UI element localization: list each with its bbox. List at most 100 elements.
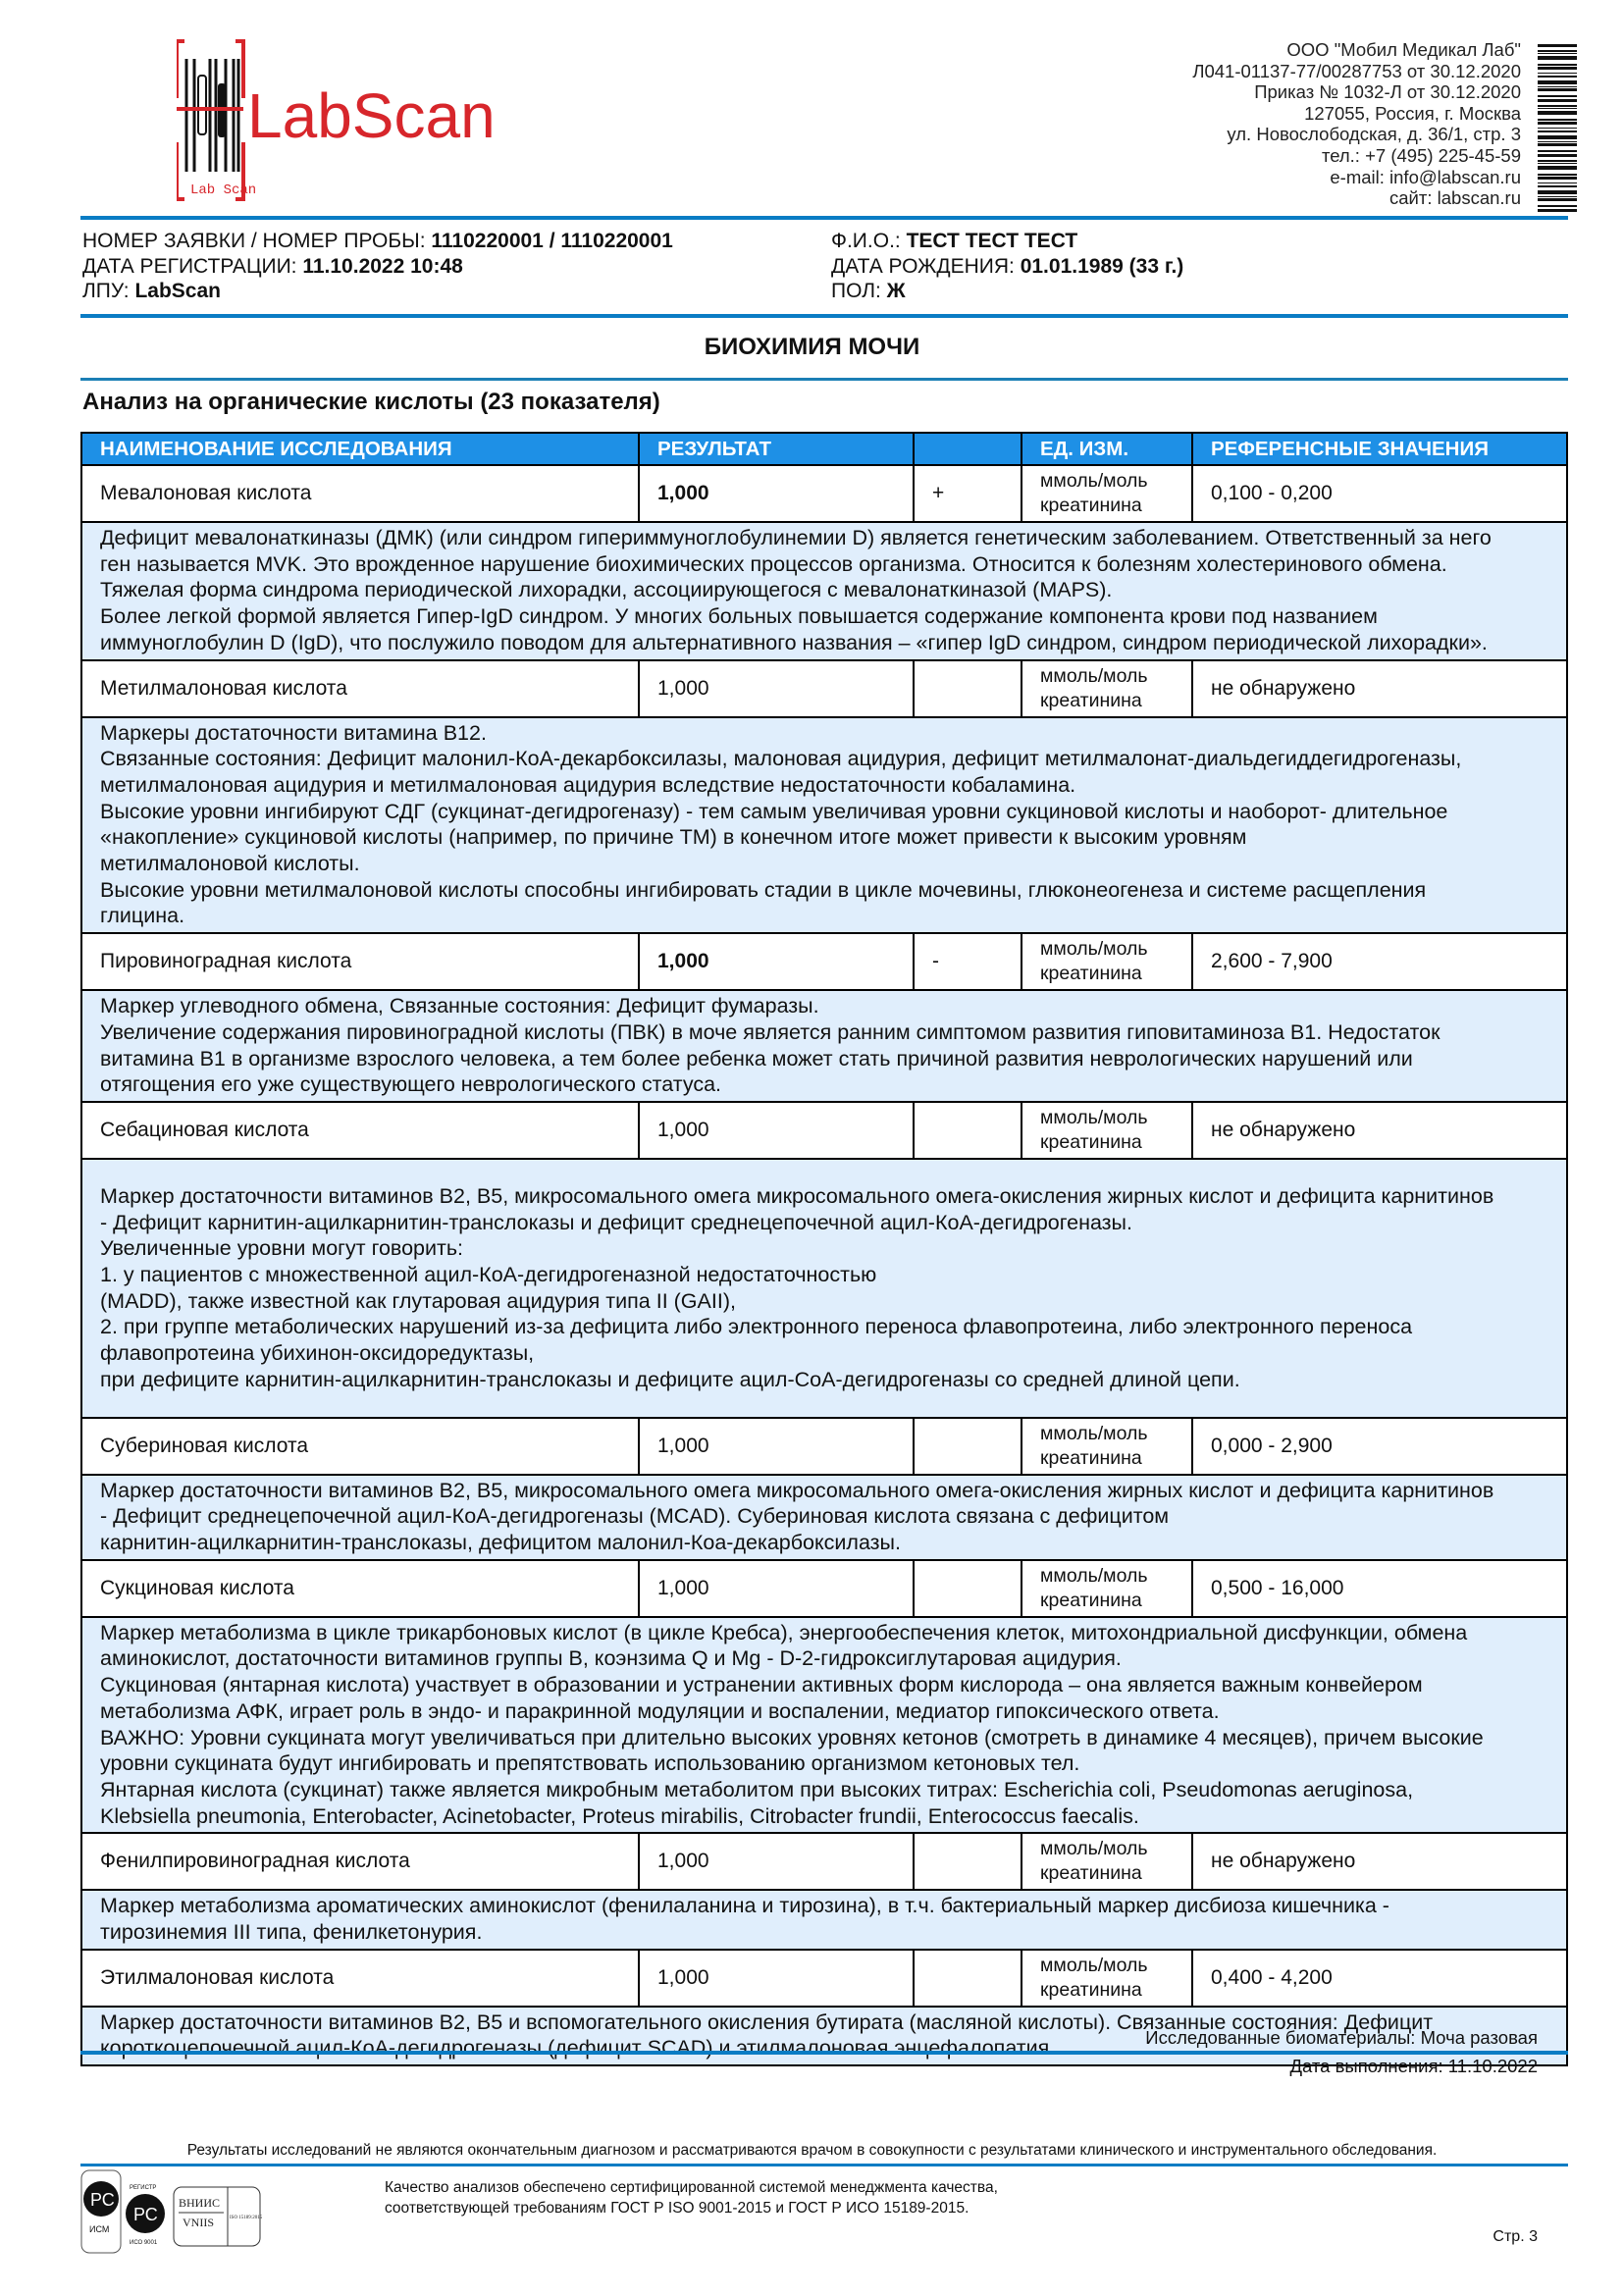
description-row: Маркер достаточности витаминов В2, В5 и … <box>80 2005 1568 2067</box>
table-row: Метилмалоновая кислота 1,000 ммоль/моль кре… <box>80 658 1568 718</box>
lpu: ЛПУ: LabScan <box>82 280 221 302</box>
reference-range: не обнаружено <box>1191 1100 1568 1160</box>
test-description: Маркер метаболизма ароматических аминоки… <box>80 1889 1568 1951</box>
test-name: Этилмалоновая кислота <box>80 1948 640 2008</box>
results-table: НАИМЕНОВАНИЕ ИССЛЕДОВАНИЯ РЕЗУЛЬТАТ ЕД. … <box>80 432 1568 2067</box>
table-row: Себациновая кислота 1,000 ммоль/моль креати… <box>80 1100 1568 1160</box>
table-row: Фенилпировиноградная кислота 1,000 ммоль/м… <box>80 1832 1568 1892</box>
test-unit: ммоль/моль креатинина <box>1021 1558 1193 1618</box>
org-license: Л041-01137-77/00287753 от 30.12.2020 <box>1192 60 1521 81</box>
section-title: БИОХИМИЯ МОЧИ <box>704 334 920 360</box>
labscan-logo: Lab Scan LabScan <box>177 39 496 201</box>
test-description: Маркер достаточности витаминов В2, В5, м… <box>80 1473 1568 1561</box>
quality-line: Качество анализов обеспечено сертифициро… <box>385 2179 998 2196</box>
divider <box>80 2051 1568 2055</box>
patient-info: Ф.И.О.: ТЕСТ ТЕСТ ТЕСТ ДАТА РОЖДЕНИЯ: 01… <box>831 229 1183 304</box>
test-result: 1,000 <box>638 1832 915 1892</box>
divider <box>80 216 1568 220</box>
test-result: 1,000 <box>638 464 915 523</box>
test-name: Пировиноградная кислота <box>80 932 640 992</box>
divider <box>80 378 1568 381</box>
disclaimer: Результаты исследований не являются окон… <box>186 2142 1438 2159</box>
org-address: ул. Новослободская, д. 36/1, стр. 3 <box>1227 124 1521 145</box>
reference-range: 0,500 - 16,000 <box>1191 1558 1568 1618</box>
test-name: Фенилпировиноградная кислота <box>80 1832 640 1892</box>
test-unit: ммоль/моль креатинина <box>1021 932 1193 992</box>
table-row: Пировиноградная кислота 1,000- ммоль/моль к… <box>80 932 1568 992</box>
test-unit: ммоль/моль креатинина <box>1021 1832 1193 1892</box>
test-result: 1,000 <box>638 1100 915 1160</box>
result-flag: + <box>913 464 1022 523</box>
result-flag: - <box>913 932 1022 992</box>
test-description: Маркер достаточности витаминов В2, В5, м… <box>80 1157 1568 1419</box>
svg-text:ИСМ: ИСМ <box>89 2224 109 2234</box>
org-info: ООО "Мобил Медикал Лаб" Л041-01137-77/00… <box>1192 39 1521 209</box>
panel-title: Анализ на органические кислоты (23 показ… <box>82 389 660 415</box>
test-result: 1,000 <box>638 658 915 718</box>
test-description: Маркеры достаточности витамина В12. Связ… <box>80 715 1568 935</box>
description-row: Маркер достаточности витаминов В2, В5, м… <box>80 1157 1568 1419</box>
test-name: Сукциновая кислота <box>80 1558 640 1618</box>
org-phone: тел.: +7 (495) 225-45-59 <box>1321 144 1521 166</box>
reference-range: не обнаружено <box>1191 658 1568 718</box>
test-description: Маркер метаболизма в цикле трикарбоновых… <box>80 1615 1568 1835</box>
test-unit: ммоль/моль креатинина <box>1021 1416 1193 1476</box>
svg-text:РС: РС <box>133 2205 158 2224</box>
rst-ism-icon: РС ИСМ <box>80 2169 122 2254</box>
test-name: Метилмалоновая кислота <box>80 658 640 718</box>
org-order: Приказ № 1032-Л от 30.12.2020 <box>1254 81 1521 103</box>
certification-logos: РС ИСМ РС РЕГИСТР ИСО 9001 ВНИИС VNIIS I… <box>80 2169 263 2254</box>
org-email: e-mail: info@labscan.ru <box>1330 166 1521 187</box>
description-row: Маркер углеводного обмена, Связанные сос… <box>80 989 1568 1103</box>
test-unit: ммоль/моль креатинина <box>1021 658 1193 718</box>
table-row: Субериновая кислота 1,000 ммоль/моль креати… <box>80 1416 1568 1476</box>
test-description: Маркер углеводного обмена, Связанные сос… <box>80 989 1568 1103</box>
order-info: НОМЕР ЗАЯВКИ / НОМЕР ПРОБЫ: 1110220001 /… <box>82 229 673 304</box>
org-city: 127055, Россия, г. Москва <box>1304 102 1521 124</box>
divider <box>80 314 1568 318</box>
svg-text:VNIIS: VNIIS <box>183 2216 214 2229</box>
col-name: НАИМЕНОВАНИЕ ИССЛЕДОВАНИЯ <box>80 432 640 466</box>
reference-range: 0,400 - 4,200 <box>1191 1948 1568 2008</box>
quality-line: соответствующей требованиям ГОСТ Р ISO 9… <box>385 2200 969 2217</box>
svg-text:ISO 15189:2015: ISO 15189:2015 <box>230 2216 263 2220</box>
description-row: Маркеры достаточности витамина В12. Связ… <box>80 715 1568 935</box>
test-description: Дефицит мевалонаткиназы (ДМК) (или синдр… <box>80 521 1568 661</box>
test-result: 1,000 <box>638 1948 915 2008</box>
svg-text:ИСО 9001: ИСО 9001 <box>130 2240 158 2246</box>
test-name: Себациновая кислота <box>80 1100 640 1160</box>
test-name: Субериновая кислота <box>80 1416 640 1476</box>
result-flag <box>913 1832 1022 1892</box>
rst-registr-icon: РС РЕГИСТР ИСО 9001 <box>126 2185 165 2246</box>
table-row: Сукциновая кислота 1,000 ммоль/моль креатин… <box>80 1558 1568 1618</box>
description-row: Маркер достаточности витаминов В2, В5, м… <box>80 1473 1568 1561</box>
result-flag <box>913 1948 1022 2008</box>
test-unit: ммоль/моль креатинина <box>1021 464 1193 523</box>
col-result: РЕЗУЛЬТАТ <box>638 432 915 466</box>
test-unit: ммоль/моль креатинина <box>1021 1948 1193 2008</box>
col-unit: ЕД. ИЗМ. <box>1021 432 1193 466</box>
org-site: сайт: labscan.ru <box>1389 187 1521 209</box>
result-flag <box>913 658 1022 718</box>
biomaterial: Исследованные биоматериалы: Моча разовая <box>1145 2027 1538 2048</box>
order-number: НОМЕР ЗАЯВКИ / НОМЕР ПРОБЫ: 1110220001 /… <box>82 230 673 252</box>
result-flag <box>913 1100 1022 1160</box>
test-unit: ммоль/моль креатинина <box>1021 1100 1193 1160</box>
reference-range: не обнаружено <box>1191 1832 1568 1892</box>
org-name: ООО "Мобил Медикал Лаб" <box>1286 39 1521 60</box>
completion-date: Дата выполнения: 11.10.2022 <box>1289 2056 1539 2076</box>
test-description: Маркер достаточности витаминов В2, В5 и … <box>80 2005 1568 2067</box>
patient-name: Ф.И.О.: ТЕСТ ТЕСТ ТЕСТ <box>831 230 1078 252</box>
page-number: Стр. 3 <box>1493 2228 1538 2245</box>
logo-text: LabScan <box>247 80 496 151</box>
result-flag <box>913 1558 1022 1618</box>
test-name: Мевалоновая кислота <box>80 464 640 523</box>
sex: ПОЛ: Ж <box>831 280 906 302</box>
col-flag <box>913 432 1022 466</box>
registration-date: ДАТА РЕГИСТРАЦИИ: 11.10.2022 10:48 <box>82 254 463 278</box>
col-reference: РЕФЕРЕНСНЫЕ ЗНАЧЕНИЯ <box>1191 432 1568 466</box>
test-result: 1,000 <box>638 932 915 992</box>
quality-statement: Качество анализов обеспечено сертифициро… <box>385 2177 998 2218</box>
description-row: Маркер метаболизма ароматических аминоки… <box>80 1889 1568 1951</box>
logo-subtext: Lab Scan <box>190 183 256 198</box>
